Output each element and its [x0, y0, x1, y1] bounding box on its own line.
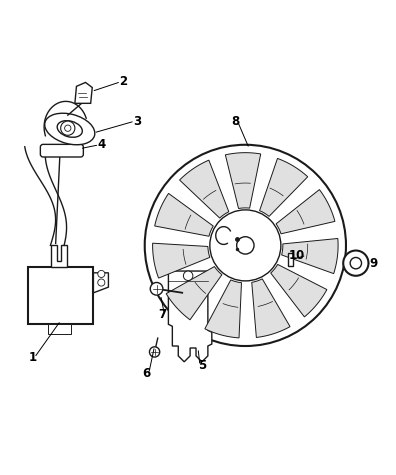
Text: 2: 2: [119, 75, 127, 88]
Circle shape: [65, 125, 71, 132]
Circle shape: [98, 279, 105, 286]
Polygon shape: [205, 280, 242, 338]
Circle shape: [210, 210, 281, 281]
Polygon shape: [282, 238, 338, 274]
Circle shape: [350, 257, 362, 269]
Polygon shape: [259, 158, 308, 217]
Polygon shape: [271, 265, 327, 317]
Polygon shape: [225, 152, 261, 209]
FancyBboxPatch shape: [29, 267, 93, 324]
Ellipse shape: [57, 121, 82, 137]
Polygon shape: [166, 266, 222, 320]
Text: 5: 5: [198, 359, 206, 372]
Circle shape: [237, 237, 254, 254]
Text: 3: 3: [133, 114, 141, 128]
Text: 10: 10: [288, 249, 305, 262]
Polygon shape: [252, 279, 290, 337]
Circle shape: [61, 121, 75, 135]
Polygon shape: [276, 190, 335, 234]
Circle shape: [343, 250, 368, 276]
Polygon shape: [51, 246, 67, 267]
Circle shape: [98, 270, 105, 277]
Polygon shape: [75, 83, 92, 104]
Circle shape: [150, 283, 163, 295]
FancyBboxPatch shape: [40, 144, 84, 157]
FancyBboxPatch shape: [48, 324, 70, 334]
Text: 8: 8: [231, 114, 240, 128]
Polygon shape: [179, 160, 229, 218]
Polygon shape: [168, 271, 212, 362]
Polygon shape: [155, 193, 213, 236]
FancyBboxPatch shape: [288, 253, 293, 266]
Text: 6: 6: [143, 367, 151, 380]
Circle shape: [145, 145, 346, 346]
Text: 1: 1: [28, 352, 36, 364]
Polygon shape: [93, 273, 109, 293]
Circle shape: [183, 271, 193, 281]
Circle shape: [149, 347, 160, 357]
Text: 4: 4: [97, 138, 106, 151]
Text: 9: 9: [369, 256, 378, 270]
Ellipse shape: [45, 113, 95, 145]
Polygon shape: [152, 243, 210, 278]
Text: 7: 7: [158, 308, 167, 321]
